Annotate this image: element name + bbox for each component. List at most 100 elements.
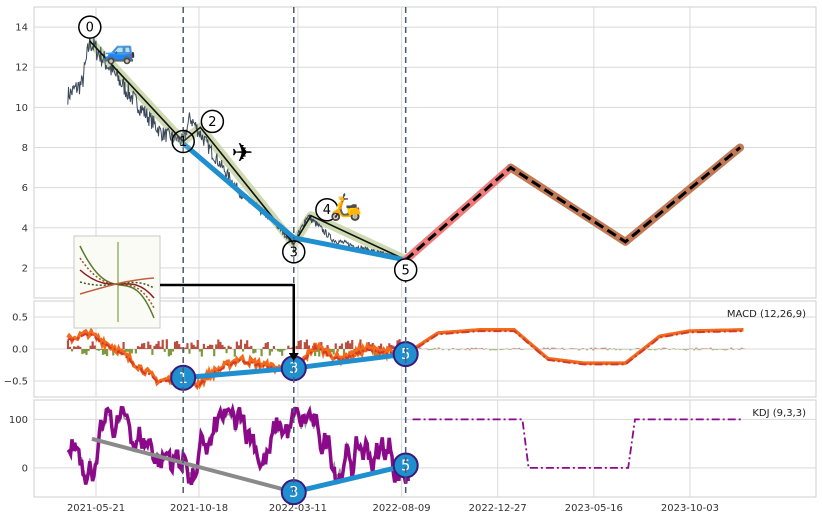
kdj-grey-trendline (91, 436, 295, 495)
macd-histogram-bar (425, 348, 428, 349)
macd-histogram-bar (658, 348, 661, 349)
macd-histogram-bar (590, 347, 593, 349)
wave-label-circle-2 (200, 109, 225, 134)
macd-histogram-bar (548, 349, 552, 350)
macd-histogram-bar (316, 349, 319, 352)
macd-histogram-bar (668, 349, 671, 351)
macd-histogram-bar (546, 347, 550, 349)
macd-histogram-bar (159, 346, 162, 349)
macd-histogram-bar (206, 346, 210, 349)
macd-histogram-bar (458, 349, 461, 351)
macd-ytick-label: 0.0 (12, 345, 28, 356)
wave-label-circle-1 (171, 129, 195, 154)
macd-histogram-bar (686, 349, 690, 350)
macd-histogram-bar (672, 348, 675, 349)
macd-histogram-bar (99, 349, 103, 350)
macd-histogram-bar (577, 349, 580, 351)
macd-histogram-bar (637, 347, 640, 349)
macd-histogram-bar (715, 349, 718, 351)
macd-histogram-bar (435, 349, 438, 350)
wave-label-text: 4 (323, 203, 331, 218)
wave-label-circle-0 (78, 15, 102, 39)
macd-histogram-bar (97, 349, 100, 351)
macd-histogram-bar (229, 346, 232, 349)
price-ytick-label: 12 (15, 63, 28, 74)
macd-histogram-bar (211, 344, 214, 349)
wave-label-text: 1 (179, 135, 187, 150)
macd-histogram-bar (507, 349, 510, 350)
macd-histogram-bar (295, 345, 298, 349)
macd-histogram-bar (252, 349, 255, 354)
macd-ytick-label: −0.5 (4, 377, 28, 388)
macd-histogram-bar (239, 339, 243, 349)
macd-histogram-bar (701, 348, 704, 349)
thumbnail-curve (79, 257, 155, 309)
macd-histogram-bar (223, 346, 226, 349)
macd-histogram-bar (664, 347, 667, 349)
macd-histogram-bar (544, 348, 547, 349)
macd-histogram-bar (303, 342, 306, 349)
macd-histogram-bar (585, 349, 589, 351)
macd-histogram-bar (550, 347, 554, 349)
macd-histogram-bar (614, 349, 618, 351)
macd-histogram-bar (305, 339, 309, 349)
kdj-k-line (66, 402, 411, 486)
macd-histogram-bar (480, 347, 484, 349)
macd-histogram-bar (732, 349, 735, 351)
macd-histogram-bar (215, 344, 218, 349)
macd-histogram-bar (153, 345, 156, 349)
macd-histogram-bar (147, 341, 150, 349)
macd-histogram-bar (478, 348, 482, 349)
macd-histogram-bar (509, 349, 512, 350)
macd-histogram-bar (178, 344, 181, 349)
macd-histogram-bar (68, 346, 72, 349)
macd-histogram-bar (260, 349, 263, 357)
macd-histogram-bar (89, 345, 92, 349)
macd-histogram-bar (169, 349, 173, 356)
macd-histogram-bar (134, 349, 138, 354)
kdj-ytick-label: 100 (9, 415, 28, 426)
macd-histogram-bar (336, 349, 339, 352)
macd-histogram-bar (136, 346, 140, 349)
macd-histogram-bar (602, 347, 605, 349)
macd-histogram-bar (149, 344, 152, 349)
macd-histogram-bar (198, 349, 201, 352)
macd-histogram-bar (254, 349, 257, 353)
macd-histogram-bar (522, 349, 525, 350)
macd-histogram-bar (713, 349, 716, 350)
macd-histogram-bar (344, 342, 348, 349)
macd-histogram-bar (138, 346, 142, 349)
scooter-icon: 🛵 (330, 193, 362, 223)
macd-histogram-bar (161, 339, 164, 349)
macd-histogram-bar (726, 349, 729, 351)
macd-histogram-bar (217, 339, 220, 349)
macd-histogram-bar (194, 346, 197, 349)
macd-histogram-bar (489, 349, 492, 351)
connector-arrowhead (288, 353, 299, 361)
macd-histogram-bar (620, 349, 624, 350)
price-ytick-label: 4 (22, 223, 28, 234)
macd-histogram-bar (482, 349, 486, 350)
macd-histogram-bar (225, 349, 228, 354)
macd-histogram-bar (468, 349, 471, 351)
macd-histogram-bar (307, 345, 311, 349)
macd-histogram-bar (235, 341, 238, 349)
macd-histogram-bar (612, 348, 615, 349)
macd-histogram-bar (202, 343, 206, 349)
macd-histogram-bar (91, 341, 94, 349)
price-ytick-label: 8 (22, 143, 28, 154)
macd-histogram-bar (705, 348, 708, 349)
macd-histogram-bar (721, 349, 725, 350)
macd-histogram-bar (349, 343, 352, 349)
macd-histogram-bar (723, 349, 727, 351)
macd-histogram-bar (699, 349, 702, 351)
macd-histogram-bar (569, 348, 572, 349)
x-tick-label: 2022-12-27 (469, 503, 527, 514)
macd-histogram-bar (359, 339, 362, 349)
macd-histogram-bar (87, 349, 90, 352)
macd-histogram-bar (126, 349, 129, 352)
price-ytick-label: 2 (22, 263, 28, 274)
macd-histogram-bar (268, 349, 271, 356)
macd-histogram-bar (173, 341, 177, 349)
macd-histogram-bar (660, 349, 663, 351)
